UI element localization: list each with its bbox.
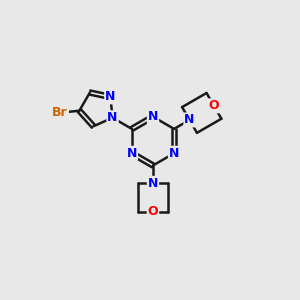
- Text: N: N: [184, 113, 195, 127]
- Text: N: N: [169, 147, 179, 160]
- Text: N: N: [148, 110, 158, 123]
- Text: Br: Br: [52, 106, 68, 119]
- Text: O: O: [148, 205, 158, 218]
- Text: N: N: [148, 177, 158, 190]
- Text: N: N: [105, 90, 116, 104]
- Text: N: N: [127, 147, 137, 160]
- Text: O: O: [209, 99, 219, 112]
- Text: N: N: [107, 111, 118, 124]
